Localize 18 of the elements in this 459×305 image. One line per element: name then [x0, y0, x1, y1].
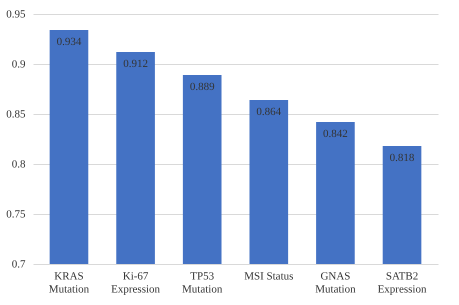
y-tick-label: 0.8: [12, 158, 26, 170]
x-tick-label: KRAS Mutation: [48, 270, 90, 296]
data-label: 0.842: [323, 128, 348, 140]
data-label: 0.864: [256, 106, 282, 118]
y-tick-label: 0.95: [6, 8, 26, 20]
data-label: 0.889: [190, 81, 216, 93]
data-label: 0.934: [56, 36, 82, 48]
data-label: 0.818: [390, 152, 415, 164]
x-tick-label: TP53 Mutation: [182, 270, 223, 296]
x-tick-label: SATB2 Expression: [378, 270, 427, 296]
y-tick-label: 0.85: [6, 108, 26, 120]
y-tick-label: 0.9: [12, 58, 26, 70]
y-tick-label: 0.75: [6, 208, 26, 220]
y-tick-label: 0.7: [12, 258, 26, 270]
data-label: 0.912: [123, 58, 148, 70]
x-tick-label: GNAS Mutation: [315, 270, 356, 296]
x-tick-label: MSI Status: [244, 270, 294, 282]
x-tick-label: Ki-67 Expression: [111, 270, 161, 296]
